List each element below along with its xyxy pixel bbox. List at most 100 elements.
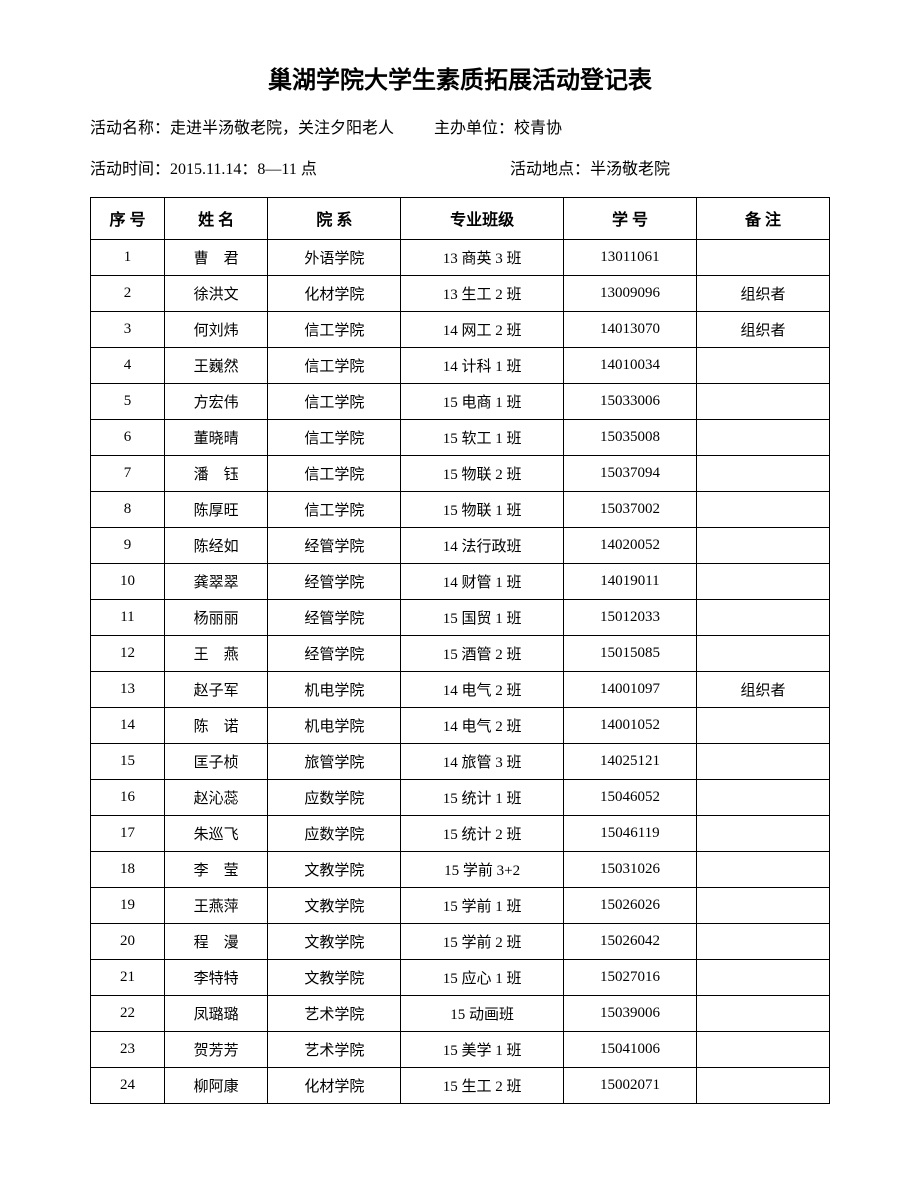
cell-note: [696, 239, 829, 275]
cell-name: 陈经如: [164, 527, 267, 563]
table-row: 14陈 诺机电学院14 电气 2 班14001052: [91, 707, 830, 743]
cell-dept: 信工学院: [268, 347, 401, 383]
host-value: 校青协: [514, 120, 562, 137]
cell-class: 15 动画班: [401, 995, 564, 1031]
info-row-1: 活动名称：走进半汤敬老院，关注夕阳老人 主办单位：校青协: [90, 115, 830, 144]
cell-id: 15031026: [563, 851, 696, 887]
cell-dept: 经管学院: [268, 563, 401, 599]
cell-dept: 信工学院: [268, 383, 401, 419]
cell-dept: 文教学院: [268, 923, 401, 959]
cell-id: 14001052: [563, 707, 696, 743]
cell-name: 陈 诺: [164, 707, 267, 743]
host-label: 主办单位：: [434, 120, 514, 137]
cell-name: 凤璐璐: [164, 995, 267, 1031]
table-row: 11杨丽丽经管学院15 国贸 1 班15012033: [91, 599, 830, 635]
cell-id: 14001097: [563, 671, 696, 707]
cell-name: 董晓晴: [164, 419, 267, 455]
host-group: 主办单位：校青协: [434, 115, 562, 144]
table-row: 8陈厚旺信工学院15 物联 1 班15037002: [91, 491, 830, 527]
cell-name: 王巍然: [164, 347, 267, 383]
table-row: 20程 漫文教学院15 学前 2 班15026042: [91, 923, 830, 959]
cell-class: 15 物联 2 班: [401, 455, 564, 491]
table-row: 21李特特文教学院15 应心 1 班15027016: [91, 959, 830, 995]
cell-seq: 16: [91, 779, 165, 815]
cell-note: [696, 815, 829, 851]
cell-dept: 信工学院: [268, 491, 401, 527]
cell-name: 李特特: [164, 959, 267, 995]
cell-seq: 23: [91, 1031, 165, 1067]
table-row: 4王巍然信工学院14 计科 1 班14010034: [91, 347, 830, 383]
cell-class: 15 国贸 1 班: [401, 599, 564, 635]
cell-note: [696, 923, 829, 959]
cell-seq: 20: [91, 923, 165, 959]
cell-id: 14013070: [563, 311, 696, 347]
location-label: 活动地点：: [510, 161, 590, 178]
time-label: 活动时间：: [90, 161, 170, 178]
table-row: 6董晓晴信工学院15 软工 1 班15035008: [91, 419, 830, 455]
cell-note: [696, 743, 829, 779]
cell-class: 14 网工 2 班: [401, 311, 564, 347]
cell-id: 15046052: [563, 779, 696, 815]
cell-seq: 7: [91, 455, 165, 491]
cell-dept: 经管学院: [268, 599, 401, 635]
cell-dept: 文教学院: [268, 887, 401, 923]
cell-class: 15 统计 2 班: [401, 815, 564, 851]
cell-name: 朱巡飞: [164, 815, 267, 851]
activity-name-group: 活动名称：走进半汤敬老院，关注夕阳老人: [90, 115, 394, 144]
cell-seq: 17: [91, 815, 165, 851]
cell-dept: 化材学院: [268, 1067, 401, 1103]
cell-dept: 艺术学院: [268, 995, 401, 1031]
cell-id: 15015085: [563, 635, 696, 671]
cell-dept: 文教学院: [268, 959, 401, 995]
cell-id: 15026026: [563, 887, 696, 923]
info-row-2: 活动时间：2015.11.14：8—11 点 活动地点：半汤敬老院: [90, 156, 830, 185]
cell-id: 15037002: [563, 491, 696, 527]
cell-class: 14 电气 2 班: [401, 707, 564, 743]
cell-name: 贺芳芳: [164, 1031, 267, 1067]
cell-name: 徐洪文: [164, 275, 267, 311]
table-row: 18李 莹文教学院15 学前 3+215031026: [91, 851, 830, 887]
cell-id: 15033006: [563, 383, 696, 419]
table-row: 17朱巡飞应数学院15 统计 2 班15046119: [91, 815, 830, 851]
cell-class: 13 商英 3 班: [401, 239, 564, 275]
cell-note: [696, 1067, 829, 1103]
header-note: 备 注: [696, 197, 829, 239]
cell-name: 赵沁蕊: [164, 779, 267, 815]
cell-seq: 19: [91, 887, 165, 923]
cell-name: 匡子桢: [164, 743, 267, 779]
cell-dept: 信工学院: [268, 419, 401, 455]
cell-class: 15 物联 1 班: [401, 491, 564, 527]
cell-seq: 1: [91, 239, 165, 275]
cell-note: [696, 527, 829, 563]
header-class: 专业班级: [401, 197, 564, 239]
table-row: 23贺芳芳艺术学院15 美学 1 班15041006: [91, 1031, 830, 1067]
cell-id: 15027016: [563, 959, 696, 995]
table-row: 16赵沁蕊应数学院15 统计 1 班15046052: [91, 779, 830, 815]
cell-class: 15 学前 3+2: [401, 851, 564, 887]
cell-seq: 21: [91, 959, 165, 995]
cell-id: 13009096: [563, 275, 696, 311]
cell-name: 龚翠翠: [164, 563, 267, 599]
activity-name-label: 活动名称：: [90, 120, 170, 137]
cell-seq: 10: [91, 563, 165, 599]
cell-dept: 应数学院: [268, 779, 401, 815]
cell-seq: 15: [91, 743, 165, 779]
table-row: 9陈经如经管学院14 法行政班14020052: [91, 527, 830, 563]
cell-seq: 11: [91, 599, 165, 635]
cell-dept: 机电学院: [268, 671, 401, 707]
cell-id: 13011061: [563, 239, 696, 275]
cell-name: 王燕萍: [164, 887, 267, 923]
cell-dept: 经管学院: [268, 527, 401, 563]
cell-note: [696, 779, 829, 815]
cell-name: 陈厚旺: [164, 491, 267, 527]
cell-note: 组织者: [696, 311, 829, 347]
cell-class: 14 电气 2 班: [401, 671, 564, 707]
cell-name: 柳阿康: [164, 1067, 267, 1103]
page-title: 巢湖学院大学生素质拓展活动登记表: [90, 60, 830, 95]
header-id: 学 号: [563, 197, 696, 239]
cell-class: 15 软工 1 班: [401, 419, 564, 455]
cell-note: [696, 887, 829, 923]
cell-dept: 文教学院: [268, 851, 401, 887]
cell-name: 王 燕: [164, 635, 267, 671]
cell-note: [696, 347, 829, 383]
